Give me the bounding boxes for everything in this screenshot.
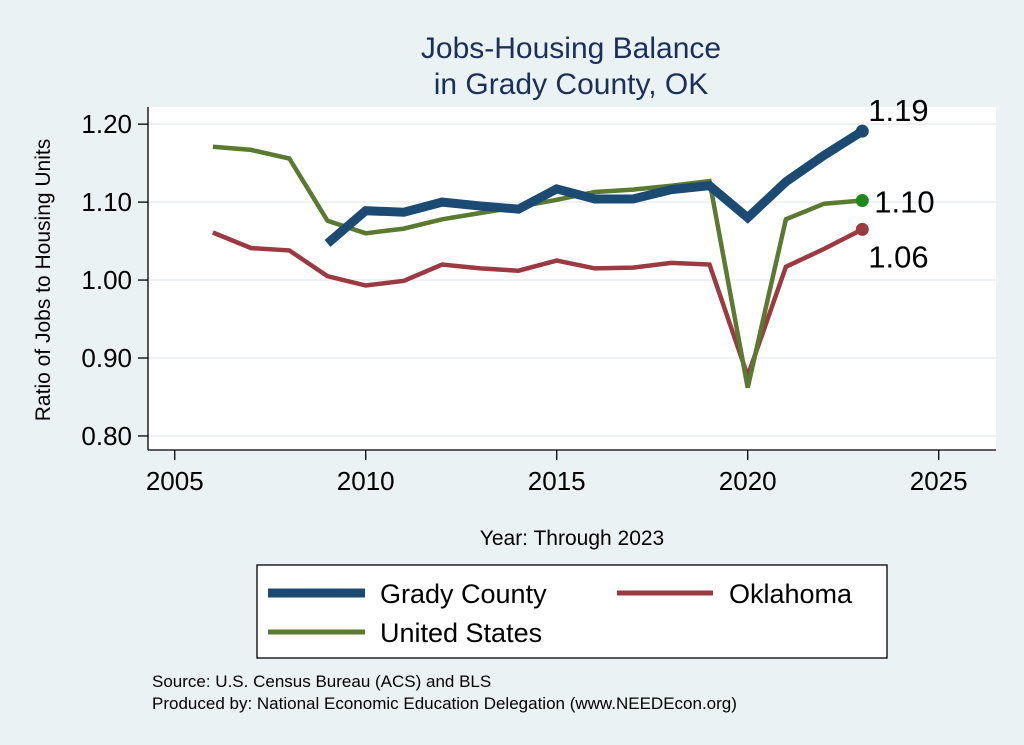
legend-label-oklahoma: Oklahoma — [729, 579, 853, 609]
x-tick-label: 2010 — [337, 466, 395, 496]
end-marker-grady-county — [855, 124, 869, 138]
legend: Grady County Oklahoma United States — [256, 564, 888, 659]
producer-note: Produced by: National Economic Education… — [152, 694, 737, 713]
x-tick-label: 2025 — [910, 466, 968, 496]
axis-layer: 0.80 0.90 1.00 1.10 1.20 2005 2010 2015 2020 2025 — [81, 107, 996, 496]
x-axis-title: Year: Through 2023 — [480, 527, 665, 550]
y-axis-title: Ratio of Jobs to Housing Units — [32, 139, 55, 421]
chart-title-line-2: in Grady County, OK — [434, 68, 709, 101]
legend-box — [256, 564, 888, 659]
legend-label-grady-county: Grady County — [380, 579, 547, 609]
x-tick-label: 2015 — [528, 466, 586, 496]
y-tick-label: 1.10 — [81, 187, 132, 217]
y-tick-label: 0.90 — [81, 343, 132, 373]
x-tick-label: 2020 — [719, 466, 777, 496]
y-tick-label: 1.20 — [81, 109, 132, 139]
source-note: Source: U.S. Census Bureau (ACS) and BLS — [152, 672, 491, 691]
x-tick-label: 2005 — [146, 466, 204, 496]
series-layer — [212, 127, 865, 389]
legend-label-united-states: United States — [380, 618, 542, 648]
end-label-grady-county: 1.19 — [868, 93, 928, 128]
series-line-grady-county — [324, 127, 865, 247]
end-label-layer: 1.19 1.06 1.10 — [855, 93, 935, 274]
end-label-oklahoma: 1.06 — [868, 239, 928, 274]
end-label-united-states: 1.10 — [874, 185, 934, 220]
end-marker-united-states — [855, 194, 869, 208]
y-tick-label: 1.00 — [81, 265, 132, 295]
y-tick-label: 0.80 — [81, 421, 132, 451]
end-marker-oklahoma — [855, 222, 869, 236]
plot-area — [148, 107, 996, 450]
chart-title-line-1: Jobs-Housing Balance — [421, 32, 721, 65]
